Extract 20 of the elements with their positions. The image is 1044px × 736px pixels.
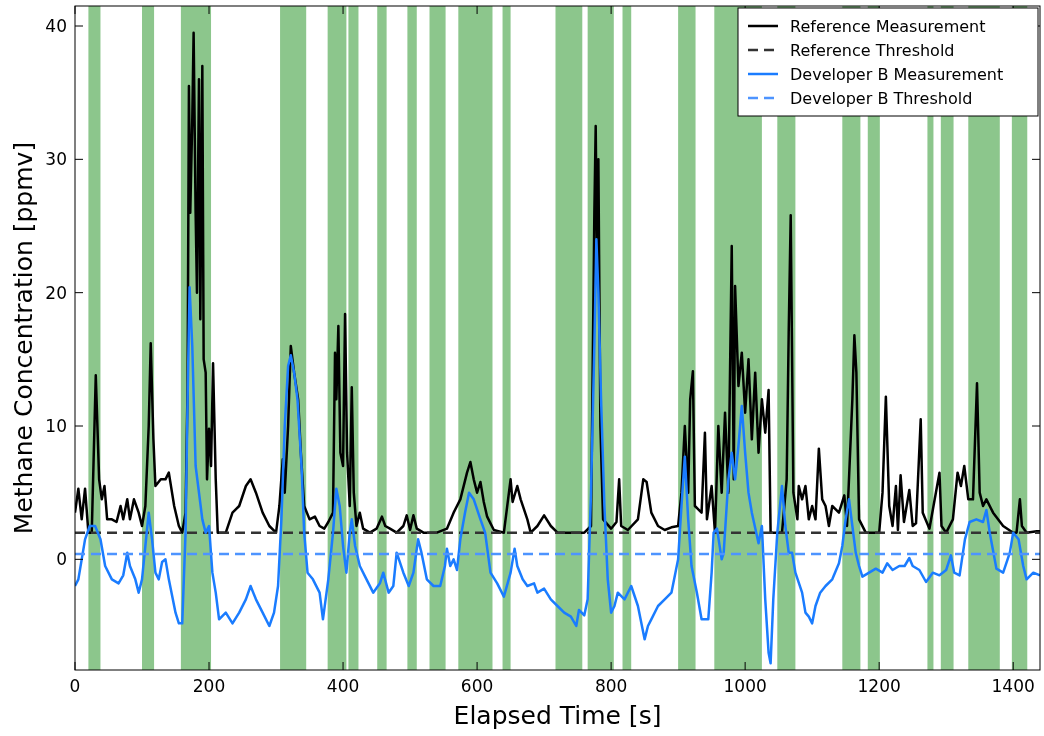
y-tick-label: 20 (45, 282, 67, 303)
legend-label: Reference Threshold (790, 40, 955, 60)
x-tick-label: 600 (460, 676, 494, 696)
x-tick-label: 1000 (723, 676, 767, 696)
line-series (75, 238, 1040, 665)
x-tick-label: 800 (594, 676, 628, 696)
x-tick-label: 0 (69, 676, 81, 696)
y-tick-label: 10 (45, 415, 67, 436)
y-tick-label: 0 (56, 549, 67, 570)
x-axis-title: Elapsed Time [s] (453, 701, 662, 730)
legend-label: Reference Measurement (790, 16, 986, 36)
legend-label: Developer B Threshold (790, 88, 973, 108)
y-tick-label: 40 (45, 15, 67, 36)
x-tick-label: 1200 (857, 676, 901, 696)
legend-label: Developer B Measurement (790, 64, 1004, 84)
y-tick-label: 30 (45, 149, 67, 170)
x-tick-label: 1400 (991, 676, 1035, 696)
y-axis-title: Methane Concentration [ppmv] (9, 141, 38, 535)
x-tick-label: 400 (326, 676, 360, 696)
x-tick-label: 200 (192, 676, 226, 696)
